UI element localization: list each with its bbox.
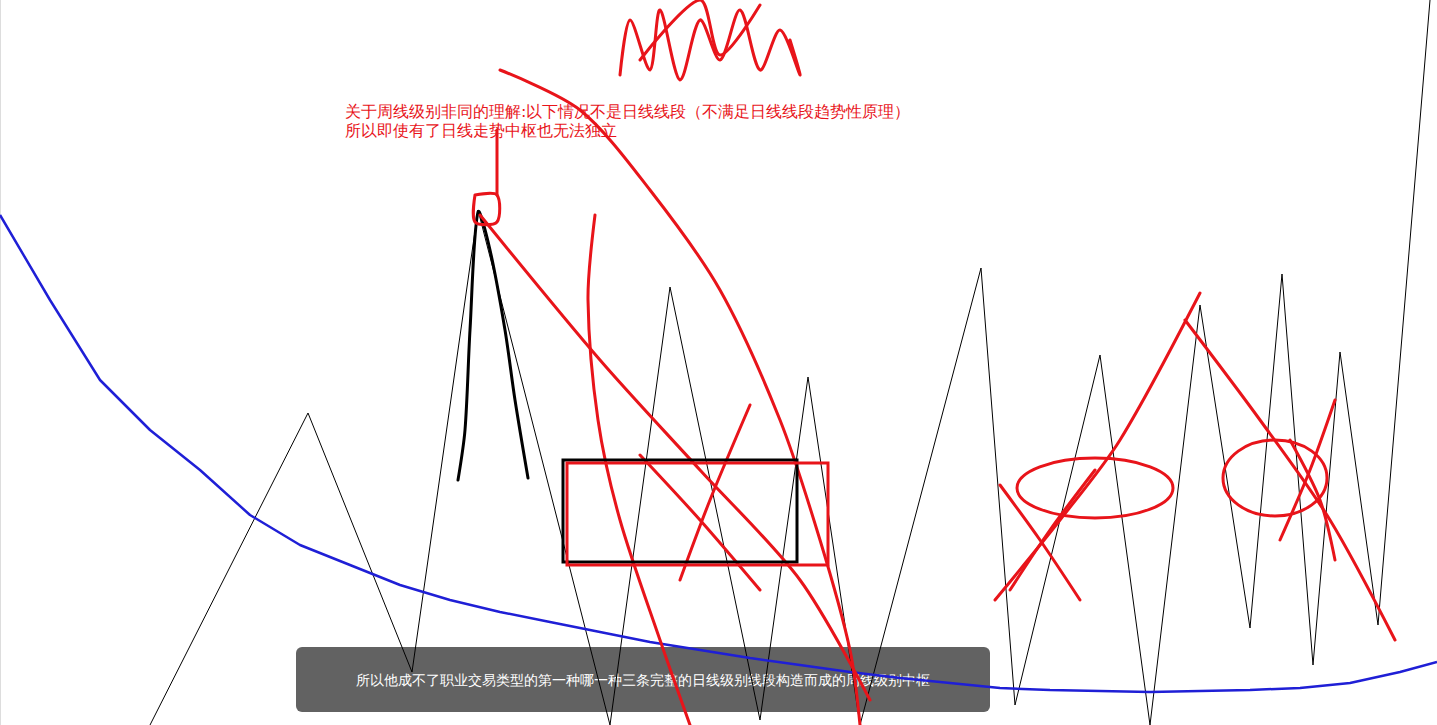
svg-text:所以他成不了职业交易类型的第一种哪一种三条完整的日线级别线段: 所以他成不了职业交易类型的第一种哪一种三条完整的日线级别线段构造而成的周线级别中… bbox=[356, 672, 930, 688]
svg-text:所以即使有了日线走势中枢也无法独立: 所以即使有了日线走势中枢也无法独立 bbox=[345, 121, 617, 140]
svg-text:关于周线级别非同的理解:以下情况不是日线线段（不满足日线线段: 关于周线级别非同的理解:以下情况不是日线线段（不满足日线线段趋势性原理） bbox=[345, 102, 910, 121]
